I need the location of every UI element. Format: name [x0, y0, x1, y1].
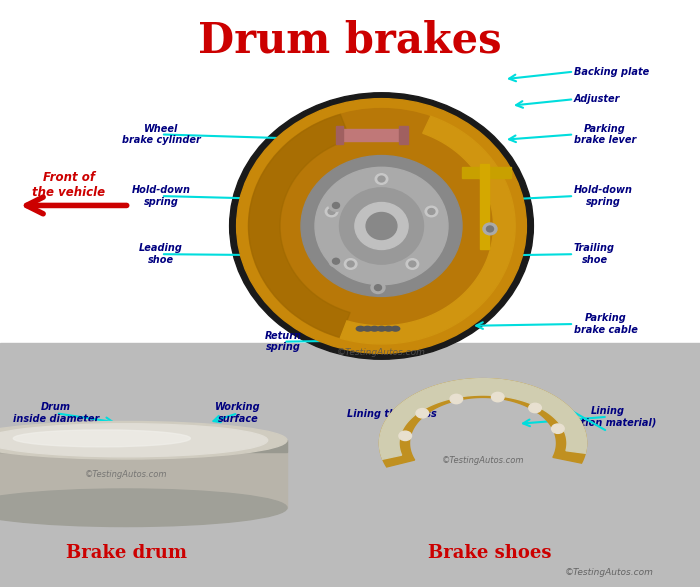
Text: ©TestingAutos.com: ©TestingAutos.com: [442, 456, 524, 465]
Polygon shape: [343, 129, 399, 141]
Polygon shape: [340, 116, 515, 344]
Text: Leading
shoe: Leading shoe: [139, 244, 183, 265]
Ellipse shape: [406, 259, 419, 269]
Ellipse shape: [315, 167, 448, 285]
Text: Lining
(friction material): Lining (friction material): [559, 406, 657, 427]
Ellipse shape: [384, 326, 393, 331]
Ellipse shape: [483, 223, 497, 235]
Text: Parking
brake lever: Parking brake lever: [574, 124, 636, 145]
Ellipse shape: [326, 206, 338, 217]
Ellipse shape: [328, 208, 335, 214]
Text: ©TestingAutos.com: ©TestingAutos.com: [85, 470, 167, 478]
Ellipse shape: [391, 326, 400, 331]
Ellipse shape: [230, 93, 533, 359]
Ellipse shape: [428, 208, 435, 214]
Ellipse shape: [425, 206, 438, 217]
Ellipse shape: [329, 255, 343, 267]
Polygon shape: [462, 167, 511, 178]
Polygon shape: [399, 126, 408, 144]
Ellipse shape: [13, 430, 190, 447]
Polygon shape: [480, 164, 489, 249]
Polygon shape: [248, 114, 350, 338]
Ellipse shape: [528, 403, 541, 413]
Ellipse shape: [0, 421, 287, 459]
Ellipse shape: [347, 261, 354, 267]
Polygon shape: [379, 379, 587, 467]
Ellipse shape: [356, 326, 365, 331]
Ellipse shape: [370, 326, 379, 331]
Text: Trailing
shoe: Trailing shoe: [574, 244, 615, 265]
Text: ©TestingAutos.com: ©TestingAutos.com: [565, 568, 653, 577]
Text: Front of
the vehicle: Front of the vehicle: [32, 171, 105, 199]
Ellipse shape: [377, 326, 386, 331]
Ellipse shape: [409, 261, 416, 267]
Text: Brake shoes: Brake shoes: [428, 544, 552, 562]
Text: Lining thickness: Lining thickness: [347, 409, 437, 419]
Ellipse shape: [363, 326, 372, 331]
Ellipse shape: [374, 285, 382, 291]
Ellipse shape: [332, 203, 340, 208]
Ellipse shape: [248, 109, 514, 343]
Ellipse shape: [355, 203, 408, 249]
Text: Drum brakes: Drum brakes: [198, 19, 502, 62]
Ellipse shape: [0, 489, 287, 527]
Ellipse shape: [0, 424, 267, 457]
Text: Adjuster: Adjuster: [574, 94, 620, 104]
Polygon shape: [379, 379, 587, 459]
Polygon shape: [336, 126, 343, 144]
Text: Hold-down
spring: Hold-down spring: [574, 185, 633, 207]
Bar: [0, 440, 287, 508]
Text: Working
surface: Working surface: [215, 403, 261, 424]
Text: Parking
brake cable: Parking brake cable: [574, 313, 638, 335]
Text: Wheel
brake cylinder: Wheel brake cylinder: [122, 124, 200, 145]
Ellipse shape: [332, 258, 340, 264]
Ellipse shape: [301, 156, 462, 296]
Bar: [0, 440, 287, 452]
Text: ©TestingAutos.com: ©TestingAutos.com: [337, 348, 426, 357]
Ellipse shape: [416, 409, 428, 418]
Ellipse shape: [375, 174, 388, 184]
Ellipse shape: [378, 176, 385, 182]
Bar: [0, 343, 700, 587]
Ellipse shape: [366, 212, 397, 239]
Text: Hold-down
spring: Hold-down spring: [132, 185, 190, 207]
Ellipse shape: [344, 259, 357, 269]
Ellipse shape: [237, 99, 526, 353]
Ellipse shape: [329, 200, 343, 211]
Ellipse shape: [399, 431, 412, 440]
Ellipse shape: [552, 424, 564, 433]
Ellipse shape: [491, 392, 504, 402]
Text: Return
spring: Return spring: [265, 331, 302, 352]
Text: Drum
inside diameter: Drum inside diameter: [13, 403, 99, 424]
Ellipse shape: [340, 188, 424, 264]
Text: Backing plate: Backing plate: [574, 66, 650, 77]
Ellipse shape: [371, 282, 385, 294]
Text: Brake drum: Brake drum: [66, 544, 186, 562]
Ellipse shape: [450, 394, 463, 404]
Ellipse shape: [486, 226, 493, 232]
